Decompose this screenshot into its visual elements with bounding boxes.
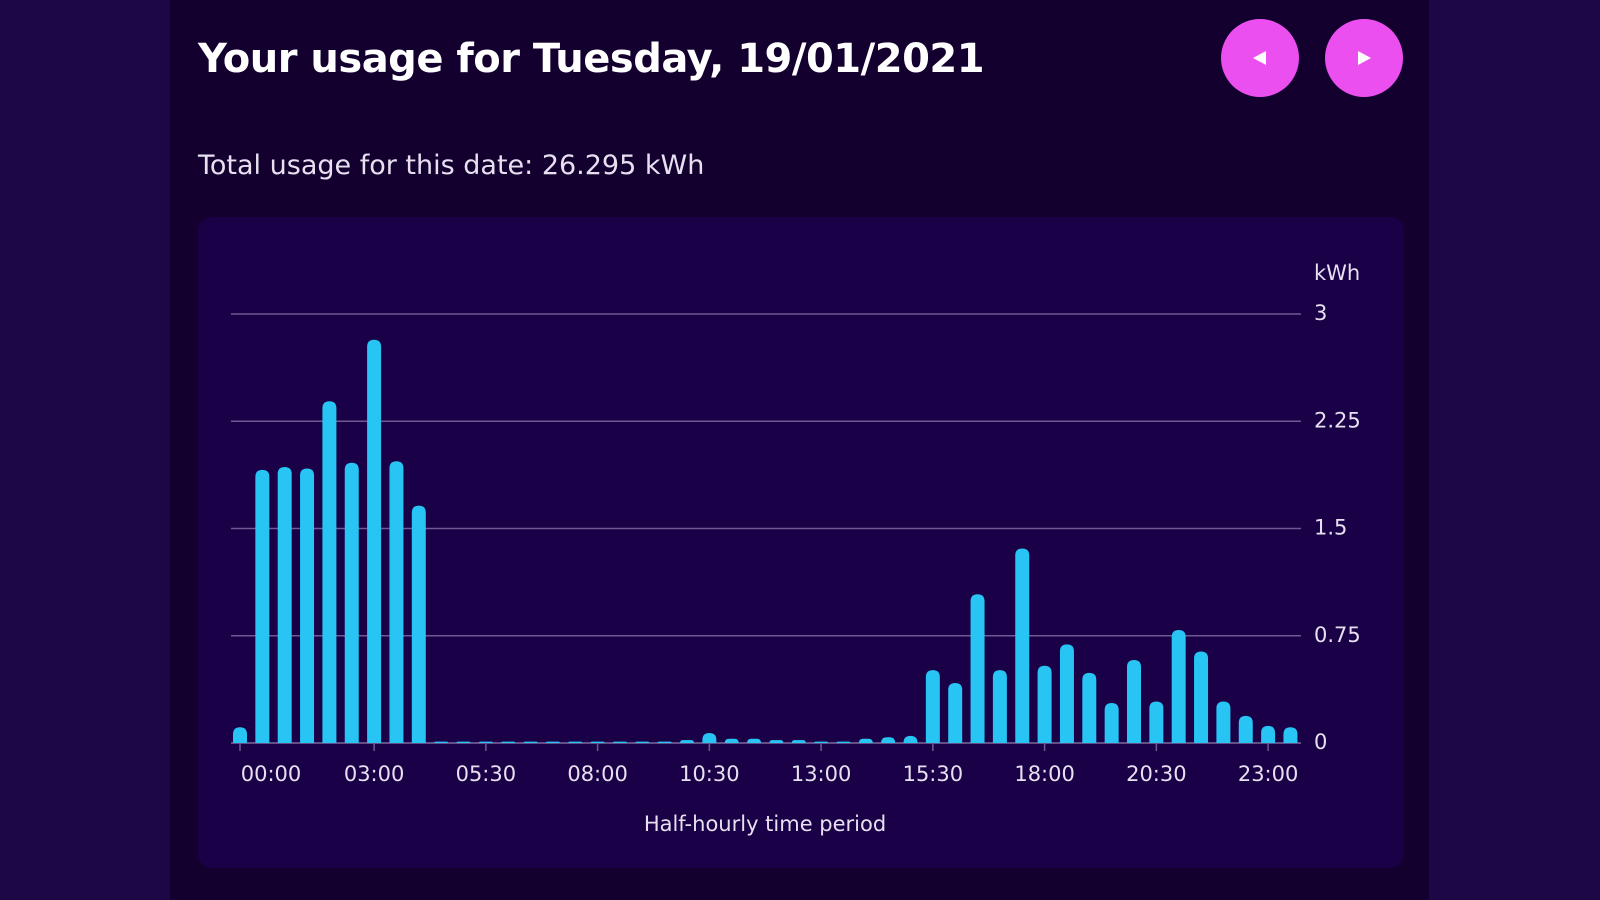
bar (680, 740, 694, 743)
x-tick-label: 13:00 (791, 762, 852, 786)
bar (1015, 548, 1030, 743)
total-usage: Total usage for this date: 26.295 kWh (198, 150, 705, 181)
bar (769, 740, 784, 743)
bar (367, 339, 382, 743)
bar (836, 741, 851, 743)
previous-icon (1253, 51, 1266, 65)
x-tick-label: 05:30 (456, 762, 517, 786)
bar (814, 741, 829, 743)
y-unit: kWh (1314, 261, 1360, 285)
bar (389, 461, 404, 743)
x-tick-label: 18:00 (1014, 762, 1075, 786)
bar (456, 741, 471, 743)
bar (344, 462, 359, 743)
bar (925, 670, 940, 743)
bar (1127, 660, 1141, 743)
y-tick-label: 1.5 (1314, 516, 1347, 540)
bar (1216, 701, 1231, 743)
bar (903, 735, 918, 743)
bar (1171, 630, 1186, 743)
y-tick-label: 3 (1314, 301, 1327, 325)
bar (1261, 725, 1276, 743)
bar (1082, 672, 1097, 743)
y-tick-label: 2.25 (1314, 408, 1361, 432)
bar (523, 741, 538, 743)
x-tick-label: 15:30 (903, 762, 964, 786)
bar (1104, 702, 1119, 743)
bar (1194, 651, 1209, 743)
bar (233, 727, 247, 743)
y-tick-label: 0 (1314, 730, 1327, 754)
bar (1238, 715, 1253, 743)
bar (881, 737, 896, 743)
next-button[interactable] (1325, 19, 1403, 97)
bar (1149, 701, 1164, 743)
bar (1283, 727, 1298, 743)
bar (1037, 665, 1052, 743)
bar (434, 741, 449, 743)
bar (1059, 644, 1074, 743)
bar (791, 740, 806, 743)
bar (635, 741, 650, 743)
x-tick-label: 08:00 (567, 762, 628, 786)
x-tick-label: 00:00 (241, 762, 302, 786)
x-tick-label: 10:30 (679, 762, 740, 786)
bar (858, 738, 873, 743)
bar (411, 505, 426, 743)
bar (568, 741, 583, 743)
bar (478, 741, 493, 743)
title: Your usage for Tuesday, 19/01/2021 (198, 36, 985, 82)
x-tick-label: 20:30 (1126, 762, 1187, 786)
bar (612, 741, 627, 743)
next-icon (1358, 51, 1371, 65)
bar (255, 469, 270, 743)
x-tick-label: 23:00 (1238, 762, 1299, 786)
bar (747, 738, 762, 743)
bar (300, 468, 315, 743)
bar (948, 682, 963, 743)
bar (545, 741, 560, 743)
bar (322, 401, 337, 743)
x-axis-label: Half-hourly time period (644, 812, 886, 836)
bar (724, 738, 739, 743)
bar (657, 741, 672, 743)
bar (590, 741, 605, 743)
bar (970, 594, 985, 743)
y-tick-label: 0.75 (1314, 623, 1361, 647)
bar (992, 670, 1007, 743)
bar (277, 467, 292, 743)
bar (702, 732, 717, 743)
previous-button[interactable] (1221, 19, 1299, 97)
bar (501, 741, 516, 743)
x-tick-label: 03:00 (344, 762, 405, 786)
